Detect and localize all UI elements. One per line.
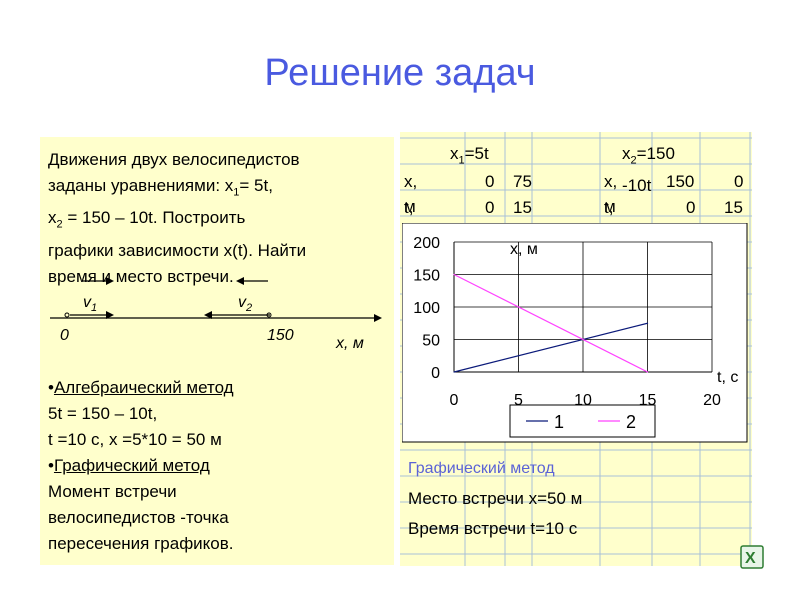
series-1-point: [453, 371, 455, 373]
problem-panel: Движения двух велосипедистов заданы урав…: [40, 137, 394, 565]
caption-heading: Графический метод: [408, 460, 555, 477]
solution-methods: Алгебраический метод 5t = 150 – 10t, t =…: [48, 375, 393, 557]
meeting-place: Место встречи x=50 м: [408, 489, 583, 508]
v1-label: v1: [83, 294, 97, 314]
v2-arrow-head: [204, 311, 212, 319]
x-tick-label: 20: [703, 392, 721, 409]
x-axis-arrow-head: [374, 314, 382, 322]
legend-label-1: 1: [554, 412, 564, 432]
x1-value-2: 75: [513, 172, 532, 191]
y-tick-label: 150: [413, 268, 440, 285]
conclusion-line-2: велосипедистов -точка: [48, 508, 229, 527]
x-axis-title: t, с: [717, 369, 738, 386]
x2-value-1: 150: [666, 172, 695, 191]
v2-label: v2: [238, 294, 252, 314]
meeting-time: Время встречи t=10 с: [408, 519, 578, 538]
equation-1: 5t = 150 – 10t,: [48, 404, 158, 423]
t1-value-2: 15: [513, 198, 532, 217]
v1-arrow-head: [106, 311, 114, 319]
y-tick-label: 100: [413, 300, 440, 317]
problem-line-1: Движения двух велосипедистов: [48, 150, 300, 169]
y-tick-label: 0: [431, 365, 440, 382]
x-tick-label: 0: [450, 392, 459, 409]
conclusion-line-1: Момент встречи: [48, 482, 177, 501]
start-point-2: [266, 312, 272, 318]
caption: Графический метод Место встречи x=50 м В…: [408, 454, 748, 544]
t1-value-1: 0: [485, 198, 495, 217]
y-tick-label: 50: [422, 333, 440, 350]
slide-title: Решение задач: [264, 52, 536, 94]
problem-line-4: графики зависимости x(t). Найти: [48, 240, 307, 260]
x2-value-2: 0: [734, 172, 744, 191]
conclusion-line-3: пересечения графиков.: [48, 534, 234, 553]
t2-value-2: 15: [724, 198, 743, 217]
graphic-method-item: Графический метод: [48, 453, 393, 479]
series-2-point: [453, 273, 455, 276]
motion-diagram: v1 v2 0 150 x, м: [50, 277, 382, 352]
excel-icon[interactable]: X: [740, 545, 764, 569]
problem-line-2: заданы уравнениями: x1= 5t,: [48, 176, 273, 199]
series-1-point: [646, 322, 649, 324]
algebraic-method-item: Алгебраический метод: [48, 375, 393, 401]
point-150-label: 150: [267, 327, 294, 344]
series-2-point: [646, 371, 649, 373]
legend-label-2: 2: [626, 412, 636, 432]
x1-header: x1=5t: [450, 144, 489, 167]
t2-value-1: 0: [686, 198, 696, 217]
row-x-label-2: x, м: [604, 172, 618, 216]
start-point-1: [64, 312, 70, 318]
problem-line-3: x2 = 150 – 10t. Построить: [48, 208, 246, 231]
v1-arrow-top-head: [106, 277, 114, 285]
origin-label: 0: [60, 327, 69, 344]
series-2-line: [453, 273, 648, 373]
x-axis-label: x, м: [335, 335, 364, 352]
y-axis-title: x, м: [510, 241, 538, 258]
row-t-label-1: t, с: [404, 198, 414, 242]
y-tick-label: 200: [413, 235, 440, 252]
series-1-line: [453, 322, 648, 373]
svg-text:X: X: [745, 550, 756, 567]
x-tick-label: 5: [514, 392, 523, 409]
row-x-label-1: x, м: [404, 172, 418, 216]
equation-2: t =10 с, x =5*10 = 50 м: [48, 430, 222, 449]
x2-header: x2=150 -10t: [622, 144, 675, 196]
x1-value-1: 0: [485, 172, 495, 191]
spreadsheet-panel: x1=5t x2=150 -10t x, м 0 75 x, м 150 0 t…: [400, 132, 752, 566]
row-t-label-2: t, с: [604, 198, 614, 242]
v2-arrow-top-head: [236, 277, 244, 285]
problem-text: Движения двух велосипедистов заданы урав…: [48, 147, 393, 290]
